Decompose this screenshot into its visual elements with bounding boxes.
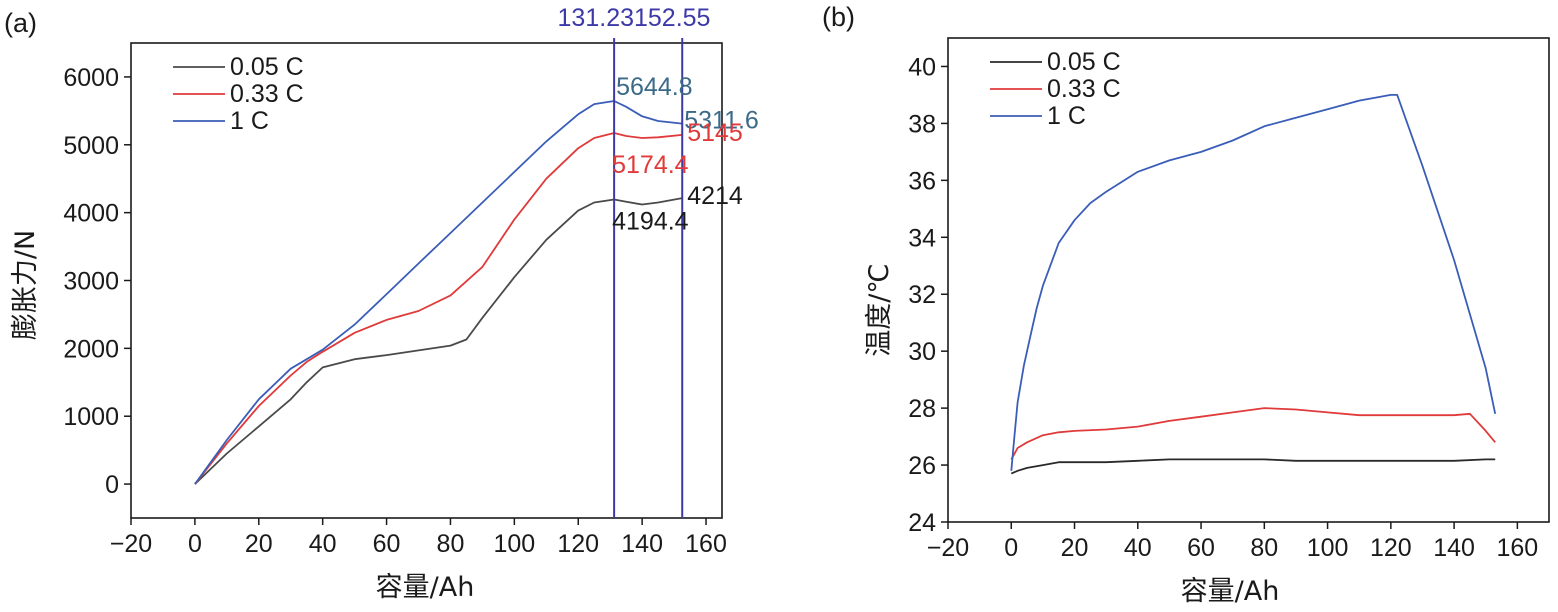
legend-label: 0.33 C	[230, 80, 304, 108]
y-tick-label: 2000	[63, 335, 119, 363]
series-line-0-05-c	[194, 197, 683, 485]
x-tick-label: 80	[437, 530, 465, 558]
value-annotation: 5644.8	[616, 73, 692, 101]
series-line-1-c	[194, 100, 683, 485]
x-tick-label: 0	[1004, 534, 1018, 562]
panel-a-markers: 131.23 152.55	[558, 4, 710, 518]
y-tick-label: 0	[105, 471, 119, 499]
x-tick-label: 60	[1187, 534, 1215, 562]
legend-label: 0.33 C	[1047, 75, 1121, 103]
panel-a-x-ticks: −20 0 20 40 60 80 100 120 140 160	[110, 518, 727, 558]
series-line-0-33-c	[194, 132, 683, 485]
panel-b-y-axis-label: 温度/℃	[864, 263, 895, 356]
y-tick-label: 1000	[63, 403, 119, 431]
x-tick-label: 80	[1250, 534, 1278, 562]
x-tick-label: 40	[309, 530, 337, 558]
x-tick-label: 60	[373, 530, 401, 558]
x-tick-label: 120	[1370, 534, 1412, 562]
panel-b-y-ticks: 24 26 28 30 32 34 36 38 40	[908, 53, 948, 537]
x-tick-label: 100	[493, 530, 535, 558]
legend-label: 0.05 C	[230, 53, 304, 81]
series-line-0-05-c	[1010, 458, 1496, 475]
y-tick-label: 40	[908, 53, 936, 81]
panel-a-legend: 0.05 C0.33 C1 C	[173, 53, 304, 135]
y-tick-label: 32	[908, 281, 936, 309]
panel-a-chart: (a) −20 0 20 40 60 80 100 120 140 160 0 1000 2000 30…	[4, 4, 759, 603]
series-line-0-33-c	[1010, 407, 1496, 460]
series-line-1-c	[1010, 94, 1497, 471]
y-tick-label: 38	[908, 110, 936, 138]
y-tick-label: 5000	[63, 132, 119, 160]
x-tick-label: −20	[927, 534, 969, 562]
panel-a-plot-frame	[130, 42, 723, 519]
y-tick-label: 36	[908, 167, 936, 195]
panel-a-x-axis-label: 容量/Ah	[376, 572, 475, 603]
value-annotation: 4214	[687, 182, 743, 210]
x-tick-label: 40	[1124, 534, 1152, 562]
legend-label: 0.05 C	[1047, 48, 1121, 76]
y-tick-label: 24	[908, 509, 936, 537]
legend-label: 1 C	[1047, 102, 1086, 130]
x-tick-label: 140	[621, 530, 663, 558]
panel-b-x-axis-label: 容量/Ah	[1181, 576, 1280, 607]
y-tick-label: 6000	[63, 64, 119, 92]
y-tick-label: 4000	[63, 200, 119, 228]
panel-b-label: (b)	[822, 2, 855, 32]
x-tick-label: 20	[245, 530, 273, 558]
x-tick-label: 160	[685, 530, 727, 558]
x-tick-label: 0	[188, 530, 202, 558]
panel-b-plot-frame	[947, 37, 1550, 523]
y-tick-label: 28	[908, 395, 936, 423]
value-annotation: 5311.6	[684, 107, 759, 135]
y-tick-label: 3000	[63, 268, 119, 296]
x-tick-label: 160	[1497, 534, 1539, 562]
panel-a-y-axis-label: 膨胀力/N	[10, 230, 41, 340]
y-tick-label: 26	[908, 452, 936, 480]
panel-b-legend: 0.05 C0.33 C1 C	[990, 48, 1121, 130]
marker-label: 152.55	[634, 4, 710, 32]
panel-a-series	[194, 100, 683, 485]
value-annotation: 4194.4	[612, 207, 689, 235]
panel-b-chart: (b) −20 0 20 40 60 80 100 120 140 160 24 26 28 30 32 3…	[822, 2, 1550, 607]
value-annotation: 5174.4	[612, 151, 689, 179]
x-tick-label: 140	[1433, 534, 1475, 562]
x-tick-label: 100	[1307, 534, 1349, 562]
x-tick-label: 20	[1061, 534, 1089, 562]
x-tick-label: −20	[110, 530, 152, 558]
panel-a-y-ticks: 0 1000 2000 3000 4000 5000 6000	[63, 64, 131, 499]
marker-label: 131.23	[558, 4, 634, 32]
y-tick-label: 34	[908, 224, 936, 252]
x-tick-label: 120	[557, 530, 599, 558]
panel-b-series	[1010, 94, 1497, 475]
value-annotation: 5145	[687, 119, 743, 147]
legend-label: 1 C	[230, 107, 269, 135]
panel-a-label: (a)	[4, 8, 37, 38]
y-tick-label: 30	[908, 338, 936, 366]
panel-b-x-ticks: −20 0 20 40 60 80 100 120 140 160	[927, 522, 1538, 562]
